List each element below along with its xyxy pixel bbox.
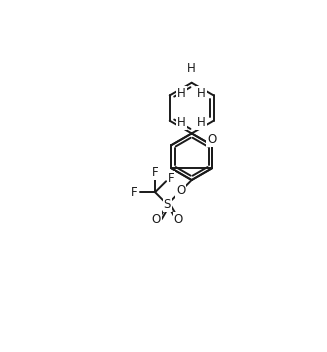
Text: H: H — [197, 116, 206, 129]
Text: O: O — [173, 213, 183, 226]
Text: O: O — [152, 213, 161, 226]
Text: H: H — [177, 116, 186, 129]
Text: O: O — [207, 133, 216, 146]
Text: H: H — [197, 87, 206, 100]
Text: H: H — [177, 87, 186, 100]
Text: F: F — [152, 166, 158, 179]
Text: H: H — [187, 62, 196, 75]
Text: F: F — [131, 186, 137, 199]
Text: S: S — [164, 198, 171, 211]
Text: O: O — [176, 184, 185, 197]
Text: F: F — [168, 172, 174, 185]
